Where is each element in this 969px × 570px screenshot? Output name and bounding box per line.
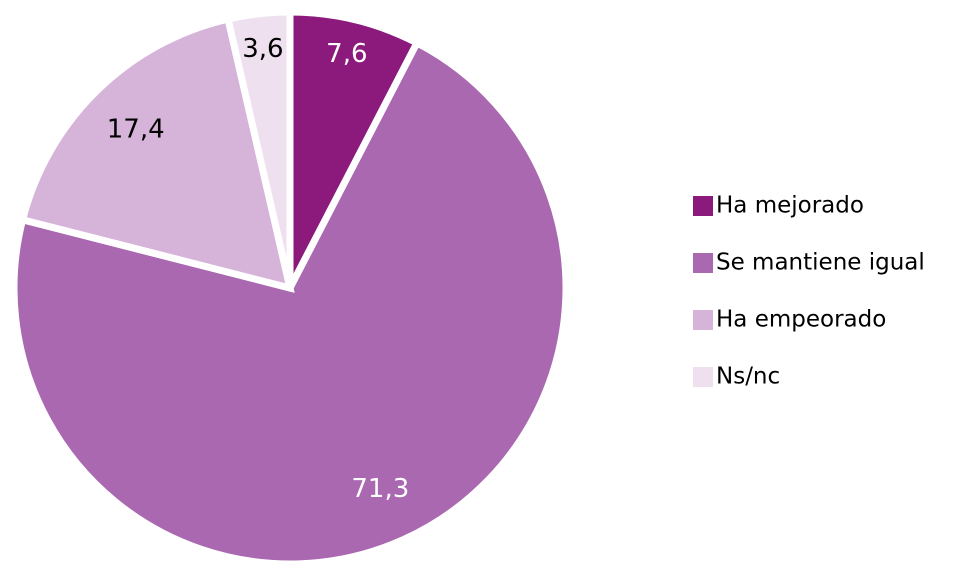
legend-swatch bbox=[693, 196, 713, 216]
legend-swatch bbox=[693, 310, 713, 330]
data-label: 7,6 bbox=[326, 39, 367, 69]
pie-slice bbox=[223, 8, 294, 289]
legend-label: Ha empeorado bbox=[716, 307, 886, 333]
legend-label: Ha mejorado bbox=[716, 193, 864, 219]
pie-slice bbox=[286, 8, 422, 290]
data-label: 3,6 bbox=[242, 34, 283, 64]
data-label: 71,3 bbox=[351, 474, 409, 504]
legend-swatch bbox=[693, 367, 713, 387]
pie-slice bbox=[10, 38, 570, 568]
legend-label: Se mantiene igual bbox=[716, 250, 925, 276]
legend-label: Ns/nc bbox=[716, 364, 780, 390]
data-label: 17,4 bbox=[107, 115, 165, 145]
pie-slice bbox=[18, 14, 295, 293]
legend-swatch bbox=[693, 253, 713, 273]
